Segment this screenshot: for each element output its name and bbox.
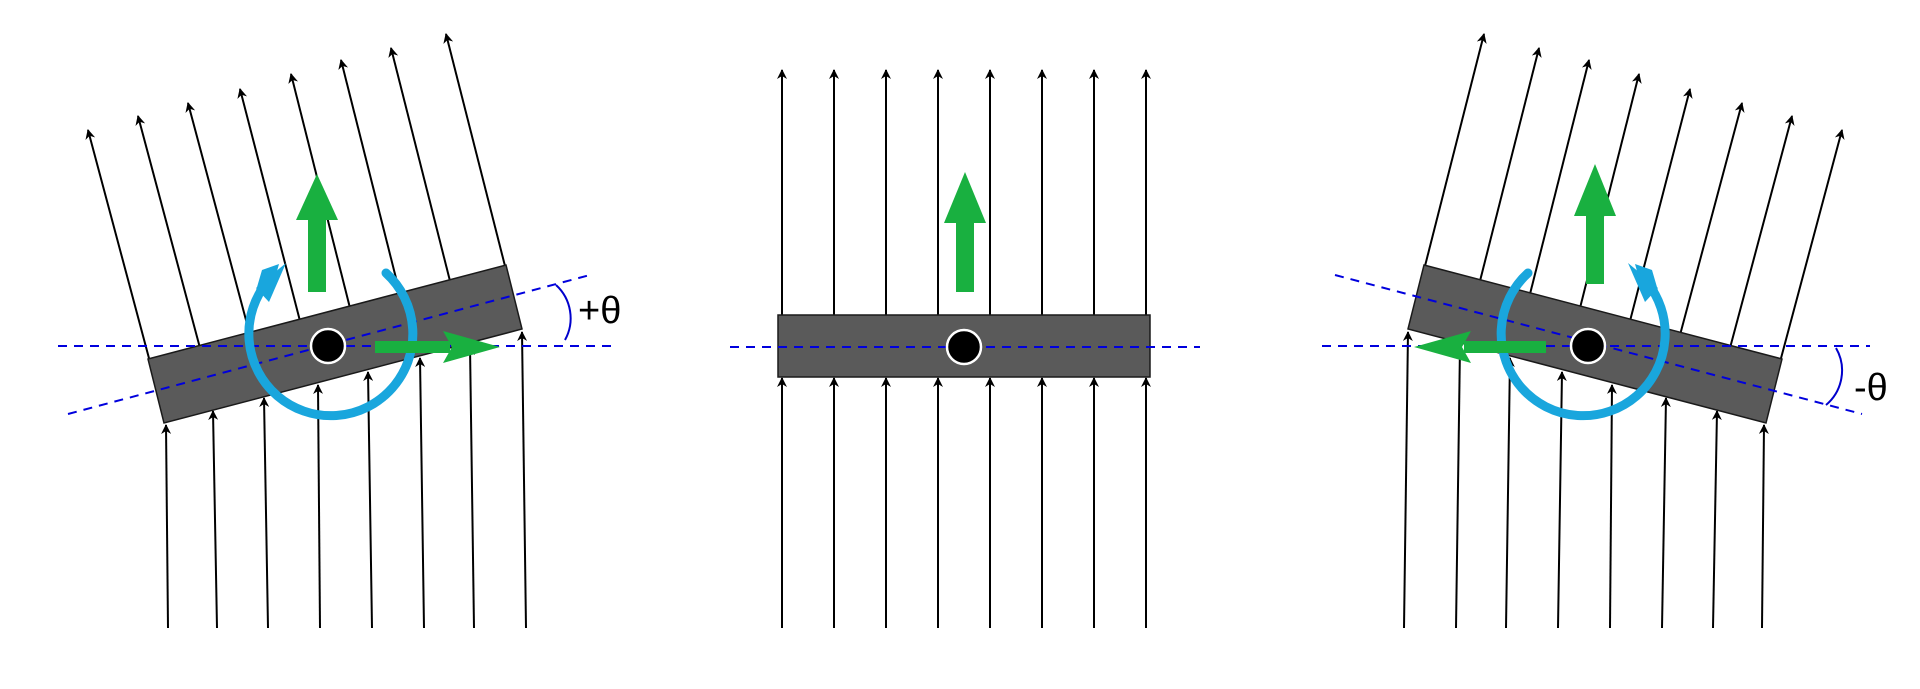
ray-arrow-icon	[1454, 345, 1465, 629]
panel-center-no-tilt	[730, 69, 1200, 628]
ray-arrow-icon	[185, 102, 251, 336]
ray-arrow-icon	[1729, 115, 1795, 349]
pivot-circle-icon	[945, 328, 983, 366]
tilted-axis-left	[67, 274, 591, 415]
ray-arrow-icon	[1606, 384, 1617, 629]
ray-arrow-icon	[1424, 33, 1487, 267]
angle-arc-left	[555, 284, 572, 341]
ray-arrow-icon	[1758, 424, 1769, 629]
angle-label-right: -θ	[1854, 367, 1888, 409]
rotate-ccw-icon	[244, 263, 418, 421]
lift-force-arrow-up-icon	[944, 172, 986, 292]
ray-arrow-icon	[415, 357, 426, 629]
rotate-cw-icon	[1496, 263, 1670, 421]
pivot-circle-icon	[309, 327, 347, 365]
side-force-arrow-right-icon	[375, 331, 500, 363]
ray-arrow-icon	[1711, 410, 1722, 629]
ray-arrow-icon	[465, 345, 476, 629]
ray-arrow-icon	[1402, 331, 1413, 629]
panel-right-tilt-negative: -θ	[1322, 33, 1888, 629]
lift-force-arrow-up-icon	[1574, 164, 1616, 284]
incoming-rays-left	[161, 331, 528, 629]
ray-arrow-icon	[363, 371, 374, 629]
ray-arrow-icon	[161, 424, 172, 629]
lift-force-arrow-up-icon	[296, 174, 338, 292]
ray-arrow-icon	[237, 88, 301, 322]
ray-arrow-icon	[135, 115, 201, 349]
panel-left-tilt-positive: +θ	[58, 33, 621, 629]
ray-arrow-icon	[388, 47, 451, 282]
ray-arrow-icon	[1479, 47, 1542, 282]
ray-arrow-icon	[1779, 129, 1845, 363]
incoming-rays-right	[1402, 331, 1769, 629]
angle-arc-right	[1825, 347, 1843, 406]
ray-arrow-icon	[208, 410, 219, 629]
ray-arrow-icon	[517, 331, 528, 629]
side-force-arrow-left-icon	[1414, 331, 1546, 363]
ray-arrow-icon	[1504, 357, 1515, 629]
ray-arrow-icon	[1529, 59, 1592, 295]
ray-arrow-icon	[1660, 397, 1671, 629]
ray-arrow-icon	[259, 397, 270, 629]
ray-arrow-icon	[338, 59, 401, 295]
ray-arrow-icon	[313, 384, 324, 629]
pivot-circle-icon	[1569, 327, 1607, 365]
angle-label-left: +θ	[578, 290, 621, 332]
ray-arrow-icon	[443, 33, 506, 267]
incoming-rays-center	[777, 377, 1151, 628]
ray-arrow-icon	[85, 129, 151, 363]
deflected-rays-center	[777, 69, 1151, 315]
ray-arrow-icon	[1679, 102, 1745, 336]
